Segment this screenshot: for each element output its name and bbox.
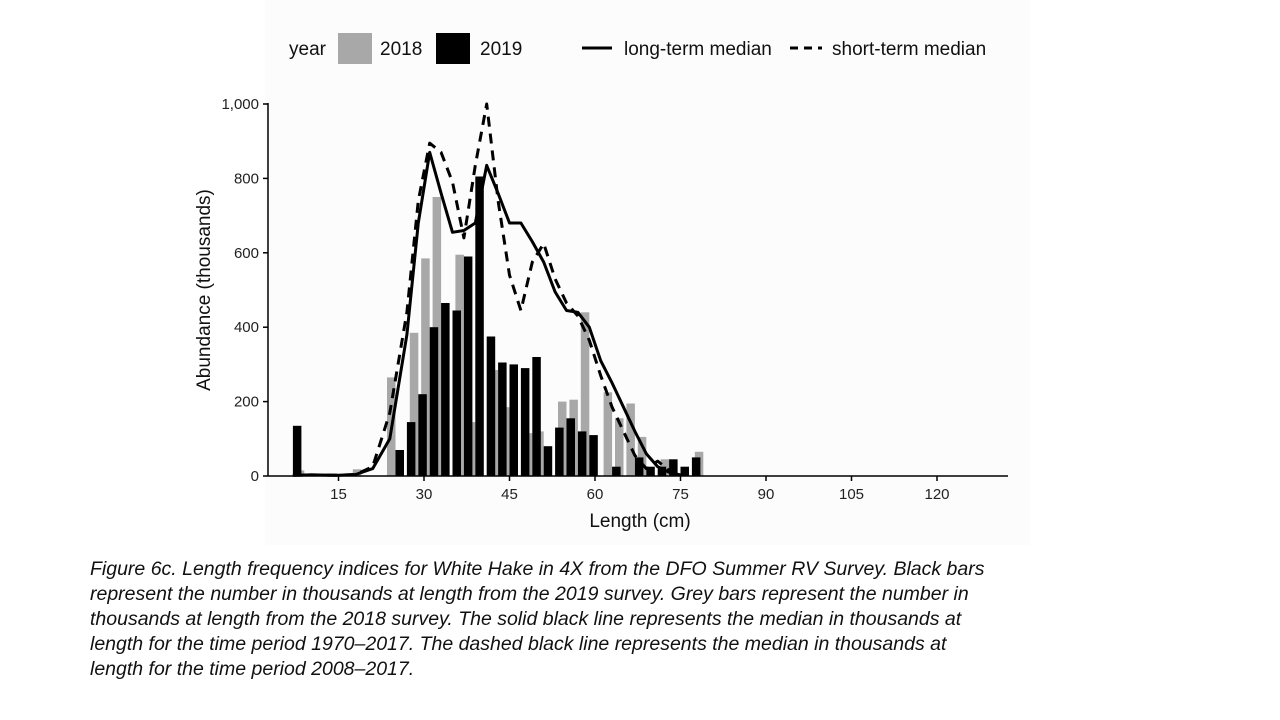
- bar-2019-43: [498, 362, 507, 476]
- bar-2019-25: [395, 450, 404, 476]
- caption-line: thousands at length from the 2018 survey…: [90, 608, 962, 630]
- legend-title: year: [289, 39, 327, 60]
- bar-2019-59: [589, 435, 598, 476]
- y-tick-label: 0: [251, 468, 259, 485]
- bar-2018-69: [637, 436, 647, 476]
- chart-background: [265, 0, 1030, 545]
- legend-label-short-term: short-term median: [832, 39, 986, 60]
- short-term-median-line: [292, 102, 682, 477]
- y-tick-label: 200: [234, 394, 259, 411]
- caption-line: Figure 6c. Length frequency indices for …: [90, 558, 985, 580]
- bar-2019-73: [669, 459, 678, 476]
- x-tick-label: 30: [416, 486, 433, 503]
- x-tick-label: 90: [758, 486, 775, 503]
- bar-2019-69: [646, 466, 655, 476]
- y-axis-label: Abundance (thousands): [194, 189, 215, 391]
- x-axis-ticks: 15 30 45 60 75 90 105 120: [330, 476, 950, 503]
- x-axis-label: Length (cm): [589, 511, 690, 532]
- caption-line: represent the number in thousands at len…: [90, 583, 969, 605]
- y-axis-ticks: 0 200 400 600 800 1,000: [221, 96, 268, 485]
- figure-caption: Figure 6c. Length frequency indices for …: [90, 557, 1130, 682]
- bar-2019-7: [292, 425, 302, 476]
- bar-2019-27: [406, 422, 416, 476]
- bar-2019-49: [532, 357, 541, 476]
- caption-line: length for the time period 1970–2017. Th…: [90, 633, 947, 655]
- bar-2019-57: [577, 431, 587, 476]
- bar-2019-71: [657, 466, 667, 476]
- legend-swatch-2019: [436, 33, 470, 64]
- x-tick-label: 60: [587, 486, 604, 503]
- x-tick-label: 75: [672, 486, 689, 503]
- bar-2019-45: [509, 364, 518, 476]
- bar-2019-37: [463, 256, 473, 476]
- legend-label-2019: 2019: [480, 39, 522, 60]
- bar-2018-63: [603, 392, 613, 476]
- y-tick-label: 800: [234, 170, 259, 187]
- bar-2019-33: [441, 303, 450, 476]
- x-tick-label: 120: [924, 486, 949, 503]
- bar-2019-35: [452, 310, 461, 476]
- legend-swatch-2018: [338, 33, 372, 64]
- length-frequency-chart: year 2018 2019 long-term median short-te…: [194, 0, 1030, 545]
- bar-2019-53: [555, 427, 564, 476]
- bar-2018-31: [421, 258, 430, 476]
- bar-2019-63: [612, 466, 621, 476]
- long-term-median-line: [292, 150, 681, 477]
- bar-2019-41: [486, 336, 496, 476]
- caption-line: length for the time period 2008–2017.: [90, 658, 415, 680]
- y-tick-label: 400: [234, 319, 259, 336]
- bar-2019-31: [429, 327, 439, 476]
- legend-label-2018: 2018: [380, 39, 422, 60]
- bars-2019: [292, 176, 701, 476]
- x-tick-label: 105: [839, 486, 864, 503]
- y-tick-label: 1,000: [221, 96, 259, 113]
- bar-2019-75: [680, 466, 689, 476]
- bar-2019-29: [418, 394, 427, 476]
- bar-2019-39: [475, 176, 484, 476]
- bar-2019-47: [520, 368, 530, 476]
- legend: year 2018 2019 long-term median short-te…: [289, 33, 986, 64]
- legend-label-long-term: long-term median: [624, 39, 772, 60]
- bar-2019-67: [634, 457, 644, 476]
- bar-2018-67: [626, 403, 635, 476]
- median-lines: [292, 102, 682, 477]
- y-tick-label: 600: [234, 245, 259, 262]
- x-tick-label: 15: [330, 486, 347, 503]
- bar-2018-59: [580, 312, 590, 476]
- bar-2018-65: [615, 418, 624, 476]
- bar-2019-55: [566, 418, 575, 476]
- bar-2019-51: [543, 446, 553, 476]
- bar-2019-77: [691, 457, 701, 476]
- x-tick-label: 45: [501, 486, 518, 503]
- bar-2018-29: [409, 332, 419, 476]
